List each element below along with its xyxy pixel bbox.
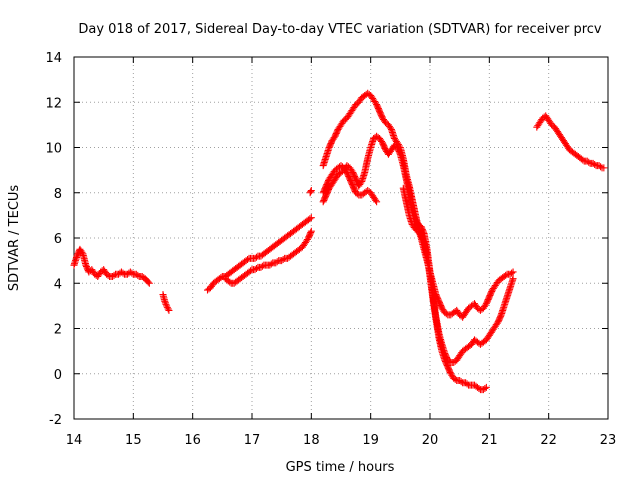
series-segment-g <box>319 132 517 366</box>
series-segment-a <box>70 245 153 287</box>
data-point-interp <box>134 271 142 279</box>
y-tick-label: 6 <box>54 232 62 247</box>
y-tick-label: 12 <box>45 96 62 111</box>
series-segment-d <box>221 227 315 287</box>
data-point-interp <box>396 149 404 157</box>
series-segment-e <box>306 186 315 197</box>
data-point-interp <box>247 267 255 275</box>
y-tick-label: 0 <box>54 368 62 383</box>
data-point-interp <box>252 253 260 261</box>
data-point <box>163 302 171 310</box>
data-point-interp <box>273 258 281 266</box>
data-point <box>373 198 381 206</box>
data-point <box>600 164 608 172</box>
data-point-interp <box>144 278 152 286</box>
grid-lines <box>74 57 608 419</box>
data-point-interp <box>119 269 127 277</box>
series-segment-b <box>159 291 173 314</box>
data-point-interp <box>307 229 315 237</box>
data-point-interp <box>386 124 394 132</box>
y-tick-label: 10 <box>45 142 62 157</box>
x-tick-label: 14 <box>66 433 83 448</box>
data-point-interp <box>451 375 459 383</box>
data-point-interp <box>104 271 112 279</box>
data-point-interp <box>597 163 605 171</box>
x-tick-label: 17 <box>244 433 261 448</box>
data-point-interp <box>591 160 599 168</box>
data-point-interp <box>306 215 314 223</box>
data-point <box>161 297 169 305</box>
series-segment-c <box>204 214 315 294</box>
data-point-interp <box>162 300 170 308</box>
data-point-interp <box>226 278 234 286</box>
data-point-interp <box>110 271 118 279</box>
x-tick-label: 18 <box>303 433 320 448</box>
data-point-interp <box>502 271 510 279</box>
series-segment-h <box>319 162 381 206</box>
x-tick-label: 16 <box>184 433 201 448</box>
data-point-interp <box>353 190 361 198</box>
x-tick-label: 15 <box>125 433 142 448</box>
data-point-interp <box>481 384 489 392</box>
data-point-interp <box>267 260 275 268</box>
data-point-interp <box>161 299 169 307</box>
data-point-interp <box>457 378 465 386</box>
data-point-interp <box>217 274 225 282</box>
data-points <box>70 89 608 394</box>
data-point-interp <box>585 158 593 166</box>
y-axis-label: SDTVAR / TECUs <box>7 185 22 292</box>
y-tick-label: 14 <box>45 51 62 66</box>
data-point-interp <box>307 188 315 196</box>
series-segment-i <box>399 184 490 394</box>
data-point-interp <box>475 384 483 392</box>
data-point-interp <box>244 255 252 263</box>
x-tick-label: 22 <box>540 433 557 448</box>
data-point-interp <box>372 196 380 204</box>
data-point-interp <box>279 255 287 263</box>
data-point-interp <box>78 248 86 256</box>
data-point <box>145 279 153 287</box>
y-axis-ticks: -2 0 2 4 6 8 10 12 14 <box>45 51 608 428</box>
data-point-interp <box>128 269 136 277</box>
series-segment-j <box>533 112 608 172</box>
y-tick-label: -2 <box>49 413 62 428</box>
x-axis-ticks: 14 15 16 17 18 19 20 21 22 23 <box>66 57 617 448</box>
x-tick-label: 19 <box>362 433 379 448</box>
data-point <box>307 227 315 235</box>
data-point <box>509 268 517 276</box>
data-point-interp <box>463 380 471 388</box>
x-tick-label: 20 <box>422 433 439 448</box>
data-point-interp <box>508 269 516 277</box>
x-axis-label: GPS time / hours <box>286 460 395 475</box>
data-point <box>307 186 315 194</box>
x-tick-label: 23 <box>600 433 617 448</box>
data-point <box>509 275 517 283</box>
y-tick-label: 8 <box>54 187 62 202</box>
data-point <box>482 383 490 391</box>
series-segment-f <box>319 89 517 321</box>
data-point-interp <box>579 156 587 164</box>
x-tick-label: 21 <box>481 433 498 448</box>
data-point-interp <box>357 179 365 187</box>
data-point-interp <box>442 310 450 318</box>
chart-title: Day 018 of 2017, Sidereal Day-to-day VTE… <box>78 22 602 37</box>
data-point-interp <box>164 305 172 313</box>
y-tick-label: 4 <box>54 277 62 292</box>
data-point <box>165 306 173 314</box>
data-point-interp <box>252 265 260 273</box>
data-point-interp <box>163 303 171 311</box>
y-tick-label: 2 <box>54 323 62 338</box>
data-point <box>307 214 315 222</box>
data-point-interp <box>258 262 266 270</box>
